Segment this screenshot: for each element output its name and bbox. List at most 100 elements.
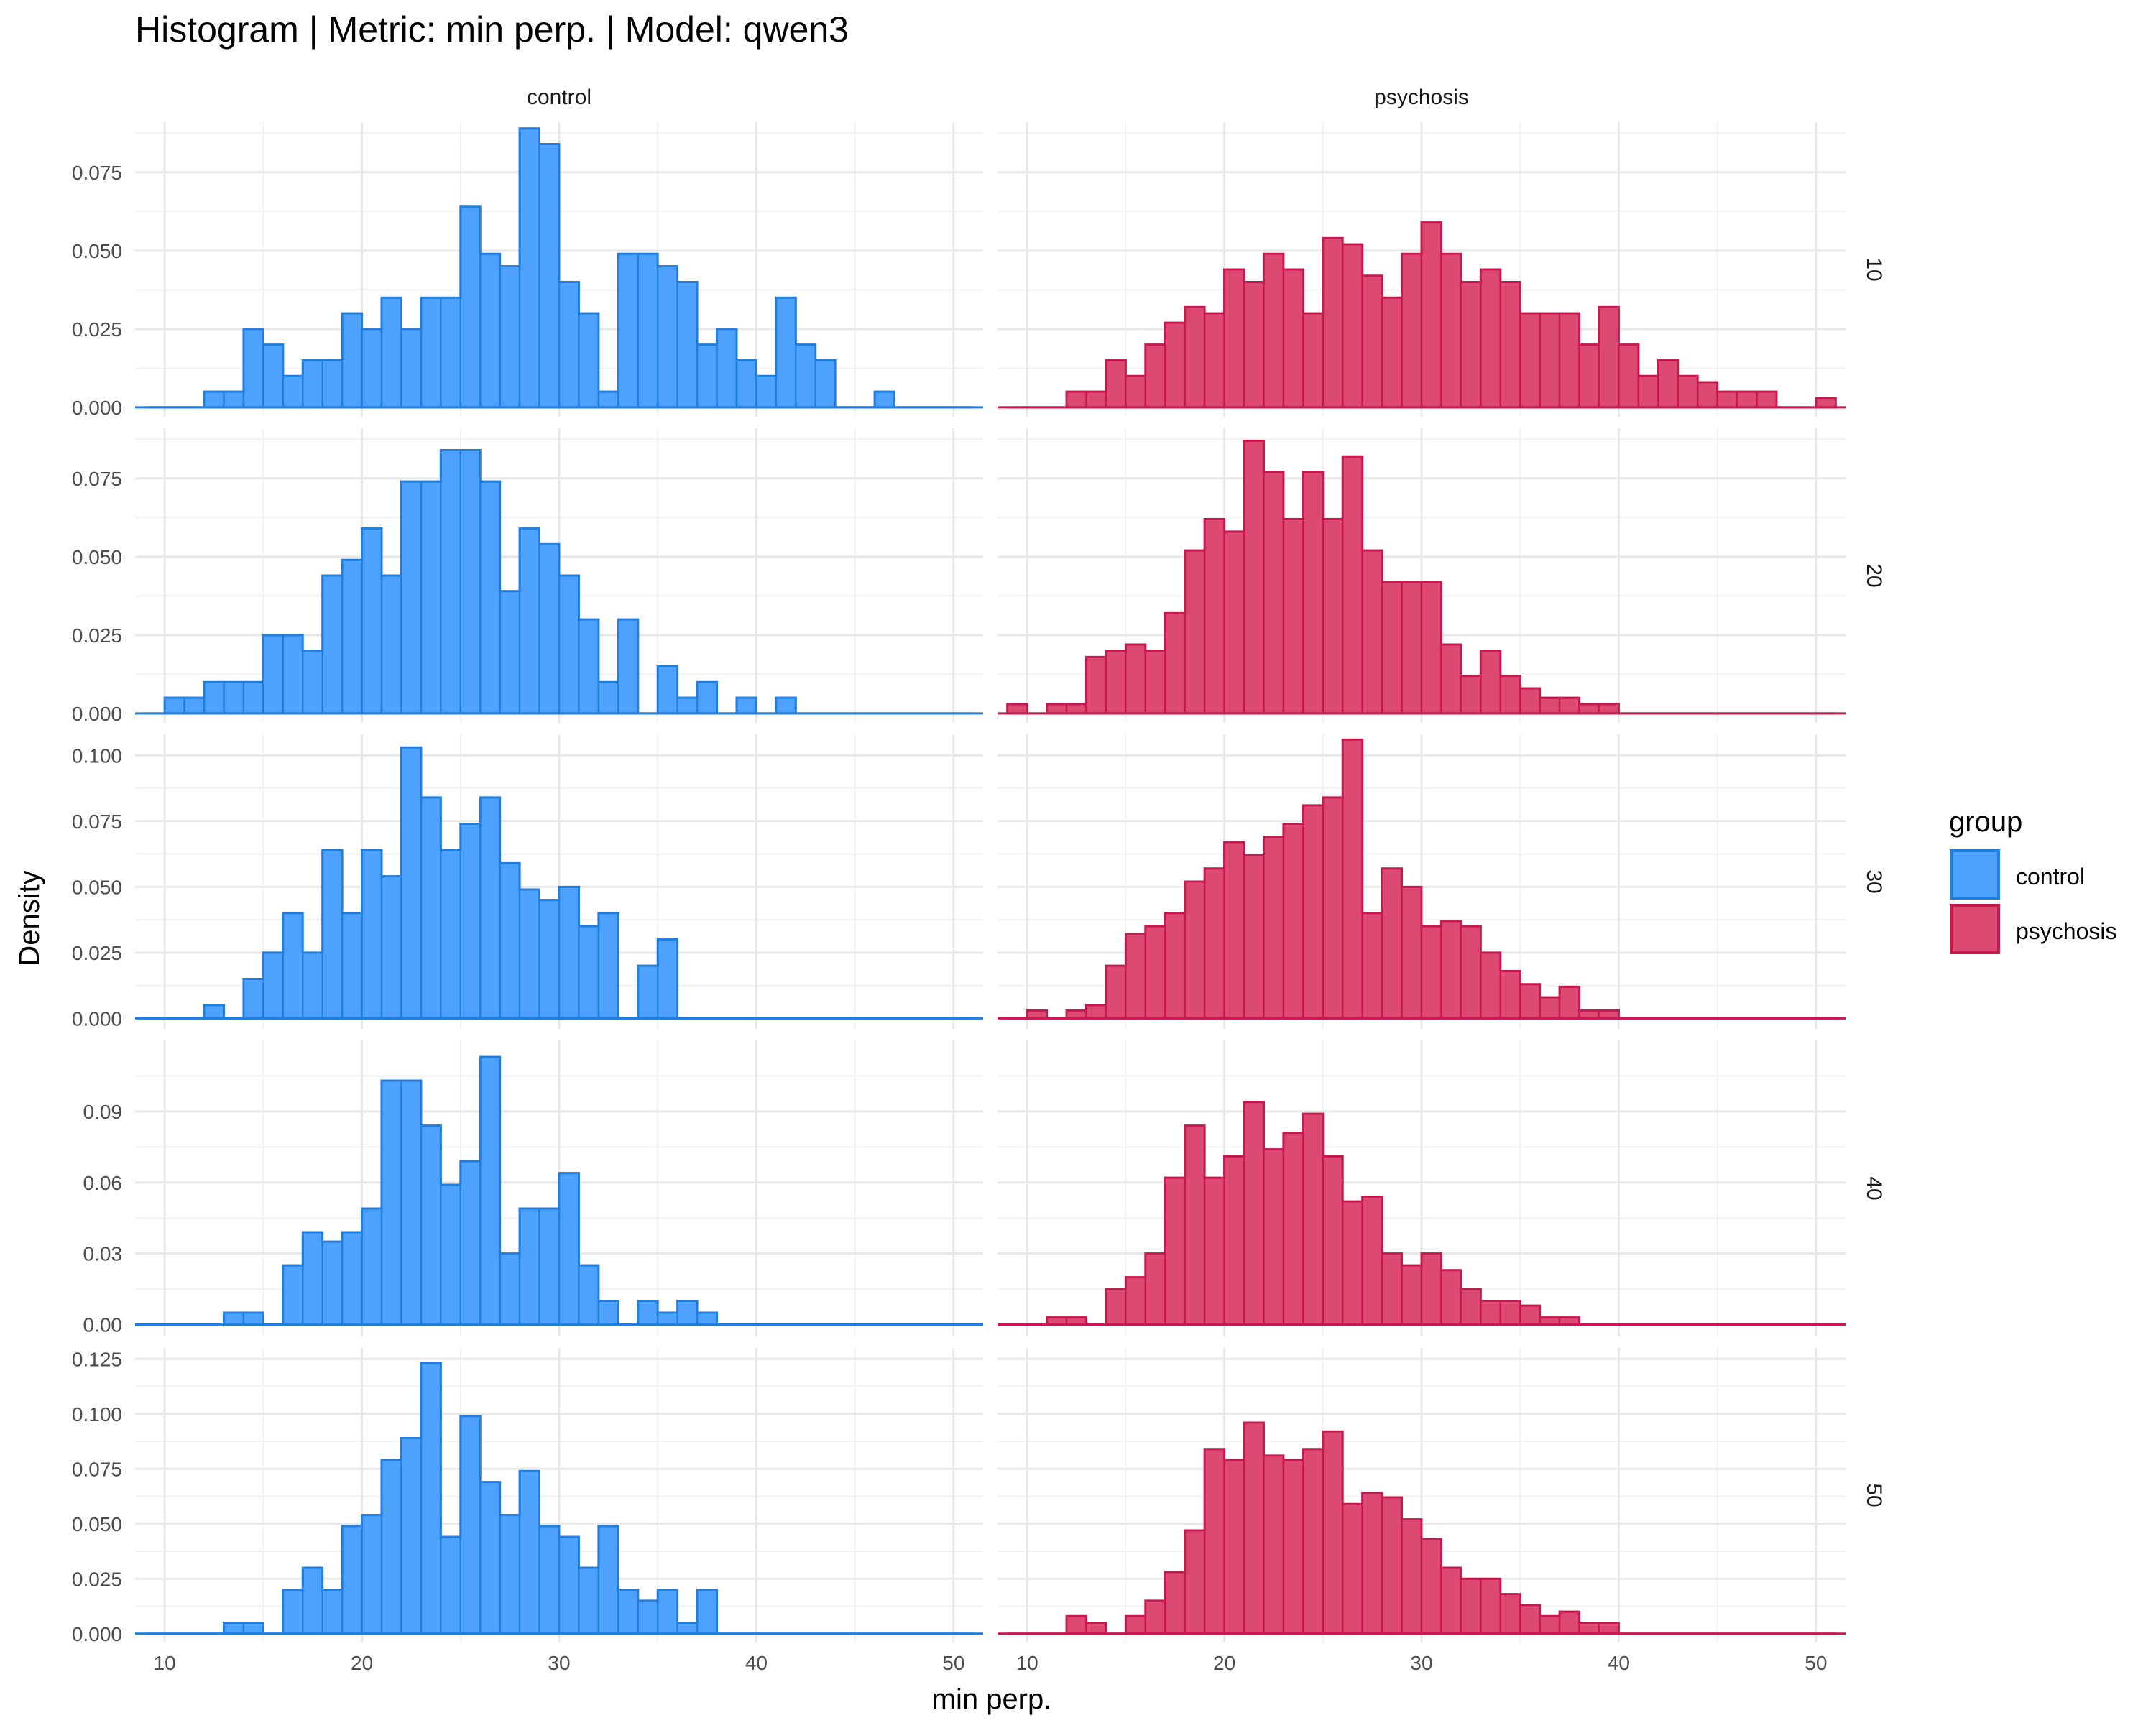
histogram-bar [242, 978, 264, 1020]
histogram-bar [775, 297, 797, 409]
legend-title: group [1949, 806, 2022, 838]
histogram-bar [1125, 375, 1147, 409]
x-tick-label: 30 [548, 1652, 570, 1674]
histogram-bar [558, 1535, 580, 1635]
histogram-bar [1677, 375, 1699, 409]
histogram-bar [499, 265, 521, 409]
histogram-bar [1243, 1101, 1265, 1326]
histogram-bar [420, 480, 442, 715]
histogram-bar [1223, 841, 1245, 1020]
histogram-bar [1499, 1593, 1521, 1635]
histogram-bar [459, 823, 482, 1020]
histogram-bar [1460, 1288, 1482, 1326]
histogram-bar [321, 1589, 344, 1635]
histogram-bar [361, 1207, 383, 1326]
histogram-bar [1105, 359, 1127, 409]
histogram-bar [361, 527, 383, 715]
histogram-bar [1381, 581, 1403, 715]
histogram-bar [1460, 281, 1482, 409]
histogram-bar [1243, 854, 1265, 1020]
histogram-bar [1164, 912, 1186, 1020]
histogram-bar [676, 281, 699, 409]
histogram-bar [420, 1362, 442, 1635]
histogram-bar [696, 343, 718, 409]
histogram-bar [1440, 643, 1462, 715]
histogram-bar [341, 912, 363, 1020]
histogram-bar [1361, 912, 1383, 1020]
histogram-bar [223, 1622, 245, 1635]
histogram-bar [1499, 675, 1521, 715]
histogram-bar [459, 1415, 482, 1635]
histogram-bar [440, 449, 462, 715]
histogram-bar [1558, 1610, 1580, 1635]
histogram-bar [380, 875, 402, 1020]
histogram-bar [479, 1055, 501, 1326]
histogram-bar [302, 650, 323, 715]
histogram-bar [1184, 1124, 1206, 1326]
histogram-bar [676, 1622, 699, 1635]
x-tick-label: 20 [351, 1652, 373, 1674]
histogram-bar [1223, 1155, 1245, 1326]
histogram-bar [440, 1535, 462, 1635]
histogram-bar [1598, 306, 1620, 409]
histogram-bar [499, 862, 521, 1020]
histogram-outline [1007, 1101, 1836, 1326]
histogram-outline [144, 1362, 974, 1635]
panel-psychosis-20 [998, 428, 1846, 723]
histogram-bar [282, 1264, 304, 1326]
histogram-bar [341, 1525, 363, 1635]
histogram-bar [1282, 1459, 1304, 1635]
histogram-bar [1578, 1009, 1600, 1020]
histogram-bar [656, 1311, 678, 1326]
histogram-outline [144, 746, 974, 1020]
histogram-bar [459, 205, 482, 409]
histogram-bar [1696, 381, 1718, 409]
histogram-bar [1065, 390, 1087, 409]
histogram-bar [1440, 252, 1462, 409]
histogram-bar [637, 1300, 659, 1326]
histogram-bar [400, 328, 423, 409]
y-tick-label: 0.000 [72, 1623, 122, 1645]
histogram-bar [499, 1252, 521, 1326]
histogram-bar [1381, 297, 1403, 409]
x-tick-label: 20 [1213, 1652, 1235, 1674]
histogram-bar [1302, 312, 1325, 409]
histogram-bar [1361, 549, 1383, 715]
histogram-bar [1401, 1264, 1423, 1326]
histogram-bar [1401, 1518, 1423, 1635]
histogram-bar [440, 297, 462, 409]
legend-label-psychosis: psychosis [2016, 918, 2117, 944]
histogram-bar [1282, 268, 1304, 409]
histogram-bar [1460, 925, 1482, 1020]
histogram-bar [656, 1589, 678, 1635]
histogram-bar [716, 328, 738, 409]
histogram-bar [637, 252, 659, 409]
histogram-bar [1243, 440, 1265, 715]
histogram-bar [1282, 1132, 1304, 1326]
histogram-bar [1125, 1276, 1147, 1326]
histogram-bar [558, 281, 580, 409]
histogram-bar [1420, 221, 1442, 409]
histogram-bar [1519, 312, 1541, 409]
x-tick-label: 50 [1805, 1652, 1827, 1674]
histogram-bar [242, 328, 264, 409]
histogram-bar [578, 1264, 600, 1326]
histogram-bar [538, 1207, 561, 1326]
histogram-bar [1341, 739, 1363, 1020]
histogram-bar [302, 1231, 323, 1326]
histogram-bar [1381, 867, 1403, 1020]
histogram-bar [1460, 1578, 1482, 1635]
legend: group control psychosis [1949, 806, 2117, 954]
histogram-bar [1105, 1288, 1127, 1326]
histogram-bar [282, 634, 304, 715]
histogram-bar [1499, 1300, 1521, 1326]
histogram-bar [1716, 390, 1738, 409]
histogram-bar [1578, 343, 1600, 409]
y-tick-label: 0.050 [72, 1513, 122, 1535]
histogram-bar [1420, 1252, 1442, 1326]
y-tick-label: 0.09 [83, 1101, 123, 1123]
histogram-bar [1223, 530, 1245, 715]
histogram-bar [1085, 390, 1107, 409]
histogram-bar [302, 951, 323, 1020]
histogram-bar [1440, 1269, 1462, 1326]
